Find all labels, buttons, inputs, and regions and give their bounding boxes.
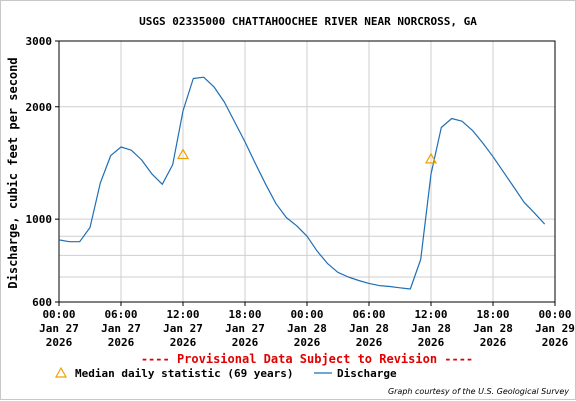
- x-tick-label: 2026: [480, 336, 507, 349]
- x-tick-label: Jan 27: [101, 322, 141, 335]
- y-tick-label: 600: [32, 296, 52, 309]
- x-tick-label: 2026: [356, 336, 383, 349]
- y-tick-label: 2000: [26, 101, 53, 114]
- y-tick-label: 1000: [26, 213, 53, 226]
- x-tick-label: 2026: [232, 336, 259, 349]
- x-tick-label: 18:00: [476, 308, 509, 321]
- x-tick-label: 06:00: [104, 308, 137, 321]
- x-tick-label: 2026: [46, 336, 73, 349]
- x-tick-label: 18:00: [228, 308, 261, 321]
- grid-lines: [55, 40, 556, 306]
- x-tick-label: 00:00: [290, 308, 323, 321]
- series-layer: [58, 76, 546, 290]
- x-tick-label: Jan 28: [473, 322, 513, 335]
- median-marker: [424, 152, 438, 164]
- legend-median-label: Median daily statistic (69 years): [75, 367, 294, 380]
- x-tick-label: 00:00: [42, 308, 75, 321]
- usgs-credit: Graph courtesy of the U.S. Geological Su…: [388, 387, 569, 396]
- x-tick-label: 2026: [294, 336, 321, 349]
- x-tick-label: 2026: [108, 336, 135, 349]
- x-tick-label: Jan 28: [287, 322, 327, 335]
- plot-area-border: [58, 40, 556, 303]
- x-tick-label: Jan 27: [163, 322, 203, 335]
- y-axis-label: Discharge, cubic feet per second: [6, 57, 20, 288]
- x-tick-label: 12:00: [414, 308, 447, 321]
- legend-triangle-icon: [54, 366, 68, 378]
- x-tick-label: 2026: [418, 336, 445, 349]
- legend: Median daily statistic (69 years) Discha…: [54, 366, 397, 380]
- median-marker: [176, 148, 190, 160]
- x-tick-label: 12:00: [166, 308, 199, 321]
- discharge-line: [58, 76, 546, 290]
- x-tick-label: Jan 27: [39, 322, 79, 335]
- x-tick-label: 06:00: [352, 308, 385, 321]
- x-tick-label: Jan 28: [411, 322, 451, 335]
- x-tick-label: Jan 28: [349, 322, 389, 335]
- y-tick-label: 3000: [26, 35, 53, 48]
- provisional-notice: ---- Provisional Data Subject to Revisio…: [141, 352, 473, 366]
- y-tick-labels: 600 1000 2000 3000: [26, 35, 53, 309]
- chart-title: USGS 02335000 CHATTAHOOCHEE RIVER NEAR N…: [139, 15, 477, 28]
- x-tick-label: Jan 29: [535, 322, 575, 335]
- x-tick-label: Jan 27: [225, 322, 265, 335]
- legend-discharge-label: Discharge: [337, 367, 397, 380]
- x-tick-label: 2026: [542, 336, 569, 349]
- x-tick-label: 2026: [170, 336, 197, 349]
- x-tick-label: 00:00: [538, 308, 571, 321]
